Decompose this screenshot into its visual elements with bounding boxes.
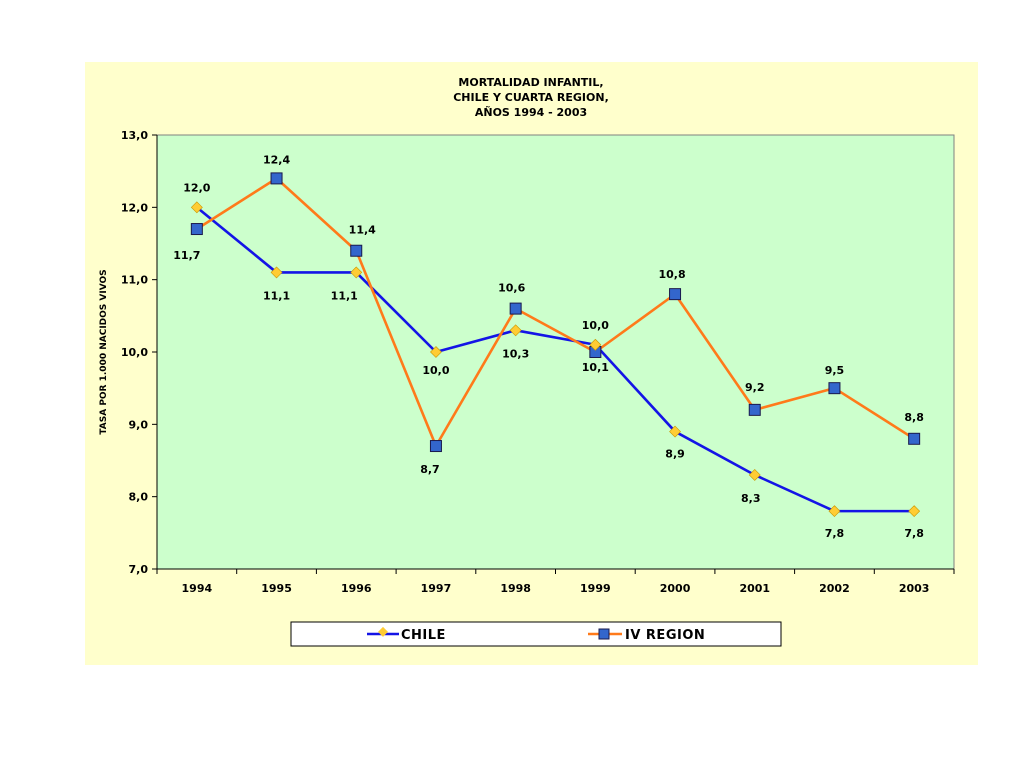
- point-chile: [190, 201, 203, 214]
- data-label-iv-region: 8,7: [420, 463, 440, 476]
- series-line-iv-region: [196, 177, 915, 448]
- data-label-iv-region: 12,4: [263, 153, 290, 166]
- y-tick-label: 7,0: [129, 563, 149, 576]
- chart-title-line-3: AÑOS 1994 - 2003: [475, 106, 587, 119]
- point-iv-region: [270, 172, 283, 185]
- x-tick-label: 2001: [739, 582, 770, 595]
- data-label-chile: 10,0: [422, 364, 449, 377]
- x-tick-label: 2000: [660, 582, 691, 595]
- point-chile: [350, 266, 363, 279]
- y-axis-label: TASA POR 1.000 NACIDOS VIVOS: [99, 269, 109, 434]
- chart-title-line-1: MORTALIDAD INFANTIL,: [458, 76, 603, 89]
- point-iv-region: [190, 223, 203, 236]
- point-iv-region: [429, 440, 442, 453]
- point-chile: [748, 469, 761, 481]
- legend-box: [290, 621, 782, 647]
- legend-region-marker: [598, 628, 610, 640]
- series-lines: [196, 177, 915, 513]
- y-tick-label: 8,0: [129, 491, 149, 504]
- data-label-chile: 10,1: [582, 361, 609, 374]
- data-label-iv-region: 10,6: [498, 282, 525, 295]
- x-tick-label: 1998: [500, 582, 531, 595]
- point-iv-region: [908, 432, 921, 445]
- chart-title-line-2: CHILE Y CUARTA REGION,: [453, 91, 609, 104]
- y-tick-label: 12,0: [121, 201, 148, 214]
- data-labels: 12,0 11,1 11,1 10,0 10,3 10,1 8,9 8,3 7,8 7,8 11,7…: [173, 153, 924, 540]
- series-markers: [190, 172, 921, 518]
- legend-chile-label: CHILE: [401, 628, 446, 643]
- chart-title: MORTALIDAD INFANTIL, CHILE Y CUARTA REGI…: [453, 76, 609, 119]
- data-label-chile: 11,1: [263, 289, 290, 302]
- legend: CHILE IV REGION: [290, 621, 782, 647]
- data-label-iv-region: 11,7: [173, 249, 200, 262]
- data-label-chile: 7,8: [904, 527, 924, 540]
- x-tick-label: 1994: [182, 582, 213, 595]
- data-label-chile: 8,3: [741, 492, 761, 505]
- data-label-iv-region: 9,5: [825, 364, 845, 377]
- x-tick-label: 1996: [341, 582, 372, 595]
- data-label-chile: 10,3: [502, 347, 529, 360]
- series-line-chile: [196, 206, 915, 513]
- x-tick-label: 2002: [819, 582, 850, 595]
- data-label-chile: 8,9: [665, 448, 685, 461]
- point-iv-region: [509, 302, 522, 315]
- point-chile: [430, 346, 442, 358]
- data-label-chile: 12,0: [183, 181, 210, 194]
- y-tick-label: 13,0: [121, 129, 148, 142]
- y-tick-label: 11,0: [121, 274, 148, 287]
- point-chile: [270, 266, 283, 279]
- y-tick-label: 10,0: [121, 346, 148, 359]
- point-chile: [509, 324, 522, 337]
- point-chile: [669, 425, 681, 438]
- x-tick-label: 2003: [899, 582, 930, 595]
- data-label-iv-region: 10,8: [658, 268, 685, 281]
- x-tick-label: 1999: [580, 582, 611, 595]
- point-iv-region: [748, 403, 761, 416]
- point-chile: [828, 505, 841, 518]
- point-iv-region: [350, 244, 363, 257]
- legend-region-label: IV REGION: [625, 628, 705, 643]
- point-iv-region: [828, 382, 841, 395]
- point-chile: [908, 505, 921, 518]
- data-label-iv-region: 8,8: [904, 411, 924, 424]
- axes: 7,0 8,0 9,0 10,0 11,0 12,0 13,0 1994 1995 1996 199…: [121, 129, 955, 595]
- point-iv-region: [669, 288, 682, 301]
- y-tick-label: 9,0: [129, 418, 149, 431]
- x-tick-label: 1997: [421, 582, 452, 595]
- point-chile: [589, 338, 602, 351]
- data-label-chile: 11,1: [331, 289, 358, 302]
- data-label-iv-region: 9,2: [745, 381, 765, 394]
- data-label-chile: 7,8: [825, 527, 845, 540]
- data-label-iv-region: 10,0: [582, 319, 609, 332]
- data-label-iv-region: 11,4: [349, 224, 376, 237]
- plot-area: [156, 134, 955, 570]
- x-tick-label: 1995: [261, 582, 292, 595]
